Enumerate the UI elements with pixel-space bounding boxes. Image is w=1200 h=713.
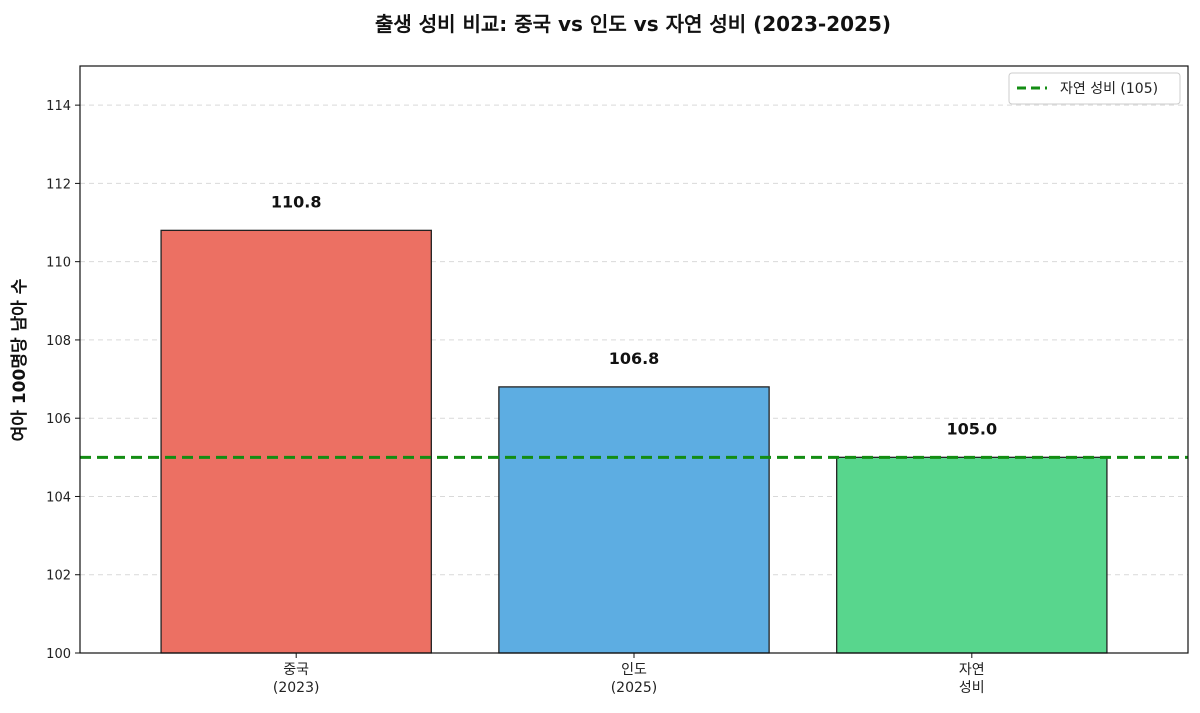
bar	[836, 456, 1108, 654]
bar-value-label: 106.8	[609, 349, 660, 368]
legend-label: 자연 성비 (105)	[1060, 81, 1158, 97]
y-tick-label: 108	[46, 334, 71, 349]
chart-title: 출생 성비 비교: 중국 vs 인도 vs 자연 성비 (2023-2025)	[375, 12, 891, 36]
bar	[498, 386, 770, 654]
x-tick-label: (2025)	[611, 680, 658, 696]
legend-box	[1008, 72, 1181, 105]
x-tick-label: 자연	[959, 662, 985, 678]
y-tick-label: 106	[46, 412, 71, 427]
x-tick-label: 인도	[621, 662, 647, 678]
x-tick-label: 중국	[283, 662, 309, 678]
bar-value-label: 105.0	[947, 419, 998, 438]
y-tick-label: 110	[46, 256, 71, 271]
y-tick-label: 112	[46, 177, 71, 192]
y-tick-label: 114	[46, 99, 71, 114]
bars	[160, 229, 1108, 654]
x-tick-label: 성비	[959, 680, 985, 696]
x-tick-label: (2023)	[273, 680, 320, 696]
y-axis-label: 여아 100명당 남아 수	[10, 278, 30, 441]
y-axis-ticks: 100 102 104 106 108 110 112 114	[46, 99, 80, 662]
y-tick-label: 102	[46, 569, 71, 584]
y-tick-label: 104	[46, 490, 71, 505]
value-labels: 110.8 106.8 105.0	[271, 192, 997, 438]
y-tick-label: 100	[46, 647, 71, 662]
bar-value-label: 110.8	[271, 192, 322, 211]
legend: 자연 성비 (105)	[1008, 72, 1181, 105]
bar	[160, 229, 432, 654]
